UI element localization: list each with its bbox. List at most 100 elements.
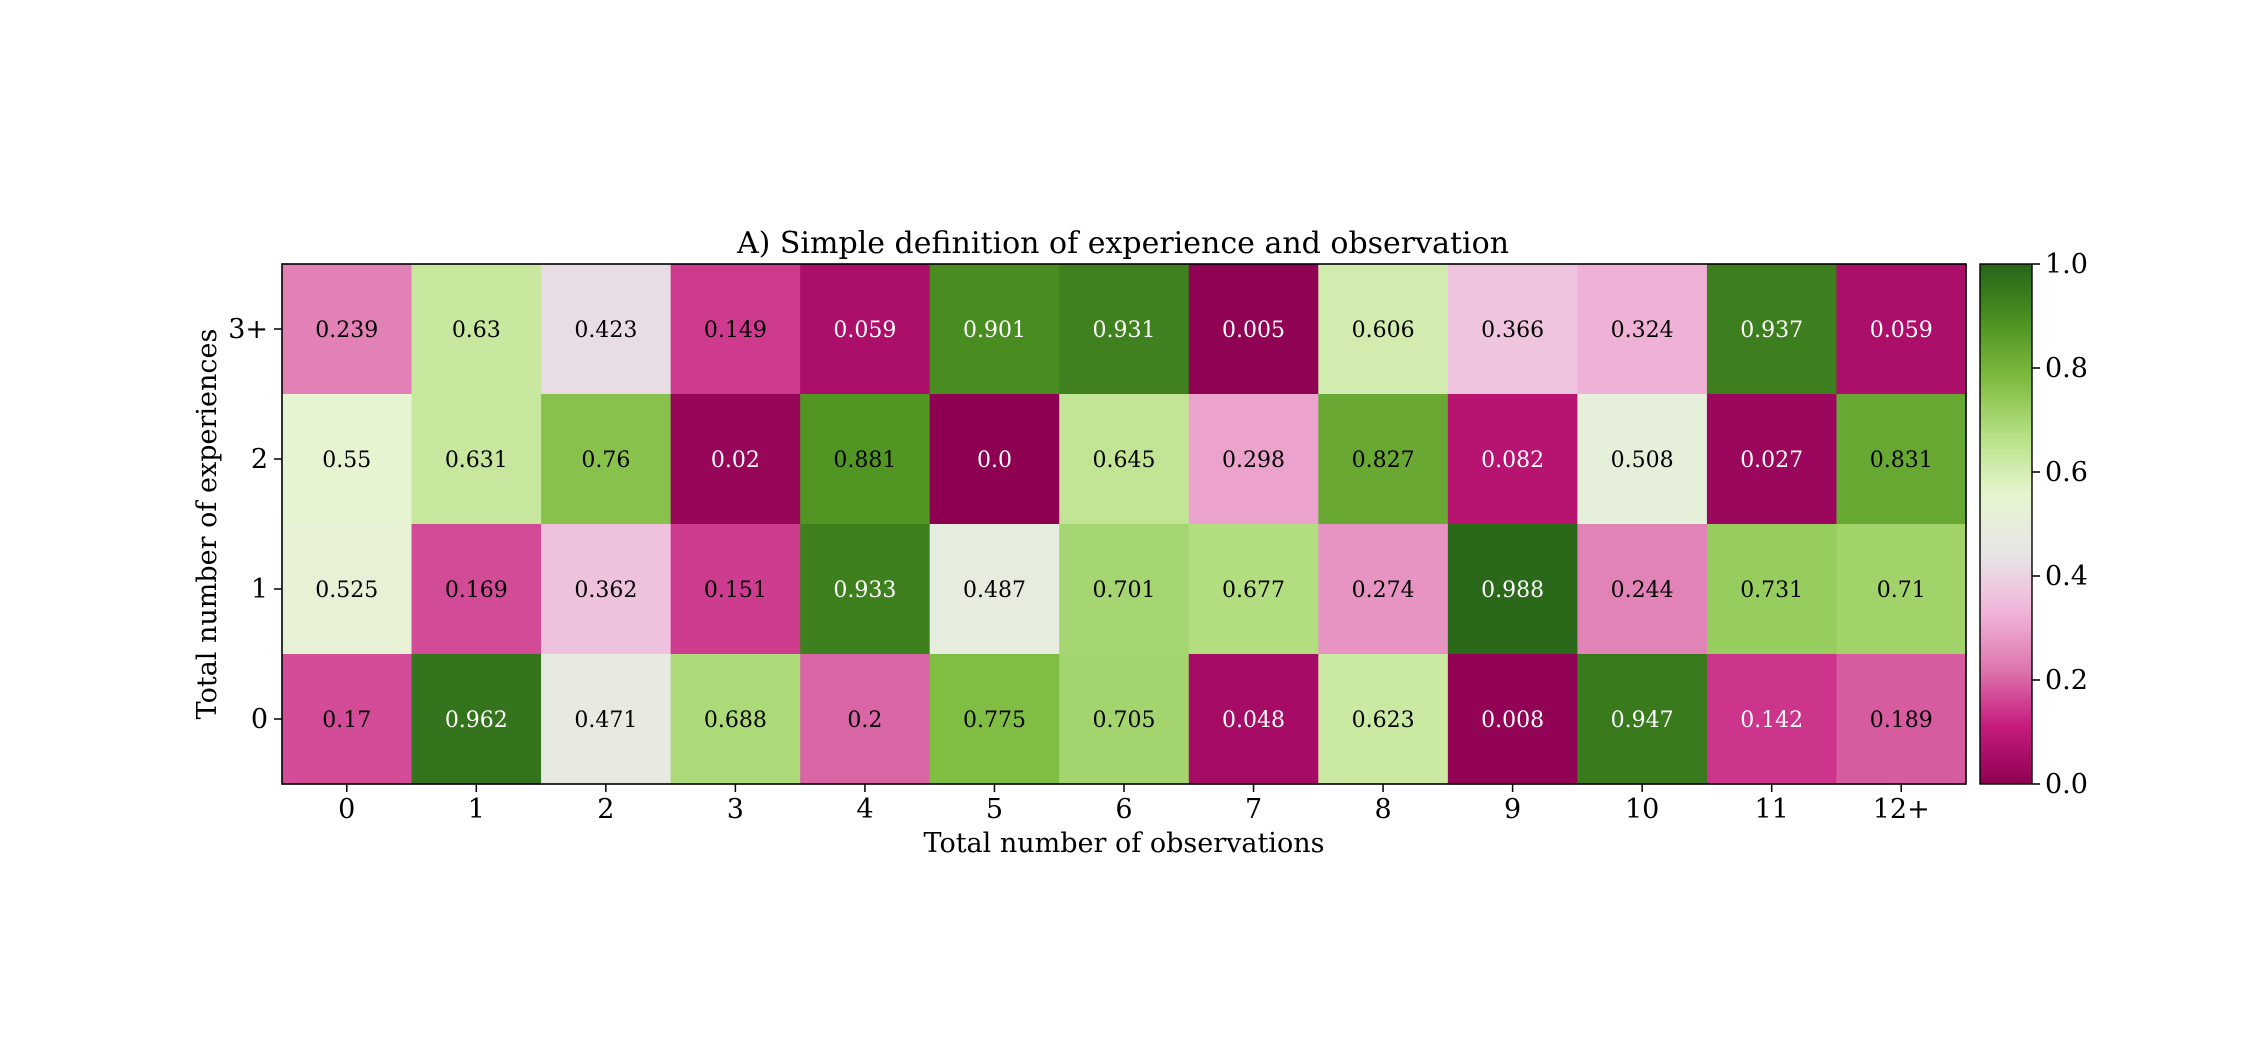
cell-value-label: 0.508 — [1611, 448, 1674, 473]
heatmap-cell — [670, 524, 801, 655]
heatmap-cell — [1059, 394, 1190, 525]
x-tick-label: 7 — [1245, 794, 1262, 825]
x-tick-label: 3 — [727, 794, 744, 825]
heatmap-cell — [1318, 654, 1449, 785]
heatmap-cell — [1447, 264, 1578, 395]
heatmap-cell — [1447, 524, 1578, 655]
heatmap-cell — [1577, 394, 1708, 525]
heatmap-cell — [1318, 524, 1449, 655]
cell-value-label: 0.2 — [847, 708, 882, 733]
cell-value-label: 0.831 — [1870, 448, 1933, 473]
heatmap-cell — [670, 394, 801, 525]
cell-value-label: 0.525 — [315, 578, 378, 603]
cell-value-label: 0.324 — [1611, 318, 1674, 343]
cell-value-label: 0.239 — [315, 318, 378, 343]
heatmap-cell — [1706, 394, 1838, 525]
cell-value-label: 0.298 — [1222, 448, 1285, 473]
heatmap-cell — [1706, 524, 1838, 655]
x-tick-label: 2 — [597, 794, 614, 825]
heatmap-cell — [800, 264, 931, 395]
cell-value-label: 0.933 — [833, 578, 896, 603]
heatmap-cell — [1059, 524, 1190, 655]
cell-value-label: 0.606 — [1352, 318, 1415, 343]
x-axis-ticks: 0 1 2 3 4 5 6 7 8 9 10 11 12+ — [338, 784, 1930, 825]
cell-value-label: 0.988 — [1481, 578, 1544, 603]
cell-value-label: 0.677 — [1222, 578, 1285, 603]
cell-value-label: 0.274 — [1352, 578, 1415, 603]
heatmap-cell — [1059, 654, 1190, 785]
heatmap-cell — [670, 264, 801, 395]
cell-value-label: 0.731 — [1740, 578, 1803, 603]
heatmap-cell — [929, 394, 1060, 525]
x-tick-label: 12+ — [1873, 794, 1930, 825]
cell-value-label: 0.048 — [1222, 708, 1285, 733]
y-tick-label: 0 — [251, 704, 268, 735]
heatmap-cell — [929, 654, 1060, 785]
heatmap-cell — [541, 264, 672, 395]
heatmap-cell — [1318, 394, 1449, 525]
heatmap-cell — [1188, 264, 1319, 395]
cell-value-label: 0.366 — [1481, 318, 1544, 343]
x-tick-label: 10 — [1625, 794, 1659, 825]
plot-frame — [281, 263, 1967, 785]
cell-value-label: 0.881 — [833, 448, 896, 473]
heatmap-cell — [1706, 654, 1838, 785]
colorbar-tick-label: 1.0 — [2045, 249, 2088, 280]
heatmap-cell — [1836, 394, 1967, 525]
heatmap-cell — [411, 524, 542, 655]
x-tick-label: 0 — [338, 794, 355, 825]
cell-value-label: 0.151 — [704, 578, 767, 603]
cell-value-label: 0.71 — [1877, 578, 1926, 603]
cell-value-label: 0.423 — [574, 318, 637, 343]
cell-value-label: 0.169 — [445, 578, 508, 603]
heatmap-cell — [1318, 264, 1449, 395]
heatmap-cell — [800, 654, 931, 785]
heatmap-cell — [541, 394, 672, 525]
cell-value-label: 0.645 — [1093, 448, 1156, 473]
heatmap-cell — [1836, 524, 1967, 655]
cell-value-label: 0.55 — [322, 448, 371, 473]
cell-value-label: 0.471 — [574, 708, 637, 733]
cell-value-label: 0.947 — [1611, 708, 1674, 733]
heatmap-cell — [1577, 524, 1708, 655]
heatmap-cell — [800, 524, 931, 655]
cell-value-label: 0.005 — [1222, 318, 1285, 343]
heatmap-cell — [1706, 264, 1838, 395]
cell-value-label: 0.17 — [322, 708, 371, 733]
cell-value-label: 0.487 — [963, 578, 1026, 603]
x-tick-label: 11 — [1755, 794, 1789, 825]
y-tick-label: 3+ — [228, 314, 268, 345]
heatmap-cell — [1836, 654, 1967, 785]
heatmap-cell — [282, 524, 413, 655]
colorbar-tick-label: 0.8 — [2045, 353, 2088, 384]
cell-value-label: 0.931 — [1093, 318, 1156, 343]
heatmap-cell — [1577, 654, 1708, 785]
heatmap-cell — [800, 394, 931, 525]
heatmap-cell — [411, 654, 542, 785]
heatmap-cell — [282, 264, 413, 395]
heatmap-cell — [929, 524, 1060, 655]
x-tick-label: 1 — [468, 794, 485, 825]
heatmap-cell — [1447, 654, 1578, 785]
cell-value-label: 0.705 — [1093, 708, 1156, 733]
cell-value-label: 0.901 — [963, 318, 1026, 343]
heatmap-cell — [1059, 264, 1190, 395]
colorbar-tick-label: 0.2 — [2045, 665, 2088, 696]
heatmap-cell — [1836, 264, 1967, 395]
chart-title: A) Simple definition of experience and o… — [736, 226, 1509, 261]
cell-value-label: 0.362 — [574, 578, 637, 603]
cell-value-label: 0.0 — [977, 448, 1012, 473]
cell-value-label: 0.189 — [1870, 708, 1933, 733]
x-tick-label: 4 — [856, 794, 873, 825]
cell-value-label: 0.142 — [1740, 708, 1803, 733]
cell-value-label: 0.631 — [445, 448, 508, 473]
cell-value-label: 0.059 — [1870, 318, 1933, 343]
y-tick-label: 2 — [251, 444, 268, 475]
heatmap-cell — [1188, 394, 1319, 525]
heatmap-cell — [541, 654, 672, 785]
cell-value-label: 0.76 — [581, 448, 630, 473]
heatmap-cell — [1577, 264, 1708, 395]
cell-value-label: 0.02 — [711, 448, 760, 473]
